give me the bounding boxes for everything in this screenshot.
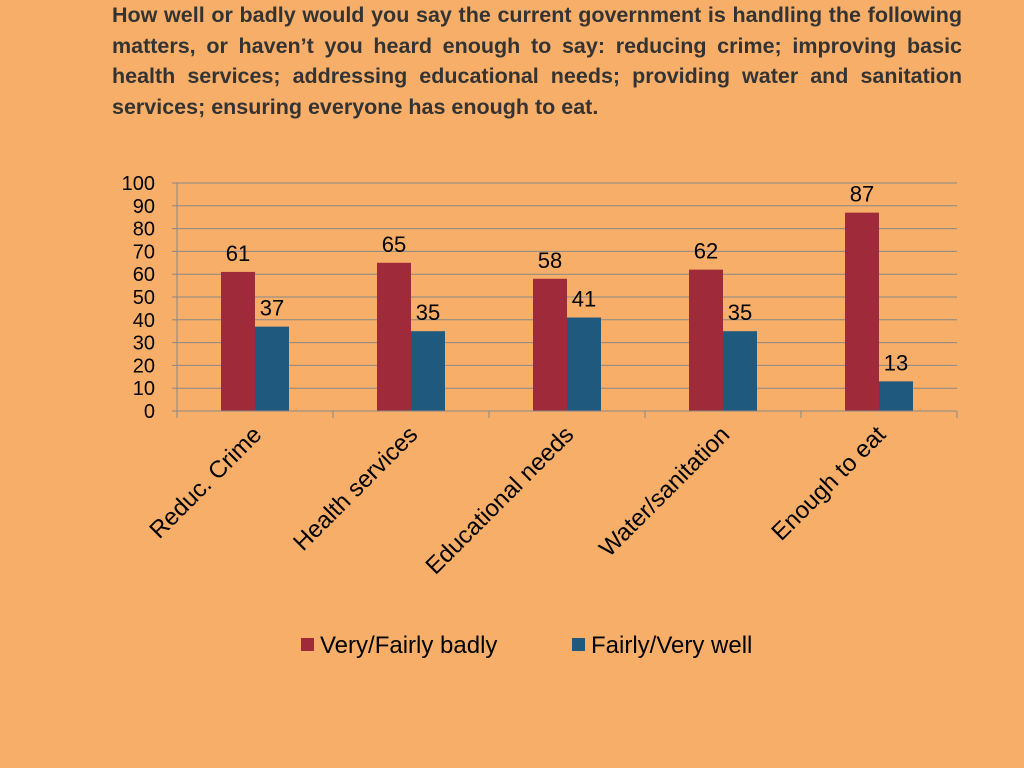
data-label: 65 bbox=[382, 232, 406, 257]
data-label: 35 bbox=[416, 300, 440, 325]
bar bbox=[411, 331, 445, 411]
y-tick-label: 20 bbox=[133, 355, 155, 377]
data-label: 58 bbox=[538, 248, 562, 273]
y-tick-label: 30 bbox=[133, 333, 155, 355]
data-label: 37 bbox=[260, 296, 284, 321]
legend-swatch bbox=[572, 638, 585, 651]
data-label: 13 bbox=[884, 350, 908, 375]
bar bbox=[879, 381, 913, 411]
bars bbox=[221, 212, 913, 411]
bar bbox=[723, 331, 757, 411]
x-category-label: Water/sanitation bbox=[594, 421, 735, 562]
data-labels: 61 65 58 62 87 37 35 41 35 13 bbox=[226, 182, 908, 376]
bar bbox=[255, 326, 289, 411]
legend-swatch bbox=[301, 638, 314, 651]
y-tick-label: 70 bbox=[133, 241, 155, 263]
y-tick-label: 60 bbox=[133, 264, 155, 286]
data-label: 87 bbox=[850, 182, 874, 207]
y-tick-label: 90 bbox=[133, 196, 155, 218]
y-tick-label: 0 bbox=[144, 401, 155, 423]
bar bbox=[377, 262, 411, 411]
y-tick-label: 10 bbox=[133, 378, 155, 400]
legend-label: Fairly/Very well bbox=[591, 632, 752, 659]
bar bbox=[689, 269, 723, 411]
y-tick-label: 80 bbox=[133, 219, 155, 241]
x-axis bbox=[176, 183, 958, 418]
x-category-label: Reduc. Crime bbox=[144, 421, 267, 544]
question-text: How well or badly would you say the curr… bbox=[112, 3, 962, 119]
bar bbox=[221, 271, 255, 411]
data-label: 41 bbox=[572, 287, 596, 312]
y-tick-label: 100 bbox=[122, 173, 155, 195]
x-category-label: Educational needs bbox=[421, 421, 580, 580]
bar bbox=[845, 212, 879, 411]
bar bbox=[567, 317, 601, 411]
y-tick-label: 50 bbox=[133, 287, 155, 309]
y-tick-label: 40 bbox=[133, 310, 155, 332]
legend: Very/Fairly badly Fairly/Very well bbox=[301, 632, 752, 659]
data-label: 62 bbox=[694, 239, 718, 264]
bar bbox=[533, 278, 567, 411]
data-label: 61 bbox=[226, 241, 250, 266]
legend-label: Very/Fairly badly bbox=[320, 632, 497, 659]
data-label: 35 bbox=[728, 300, 752, 325]
x-category-label: Enough to eat bbox=[766, 421, 891, 546]
x-category-label: Health services bbox=[288, 421, 423, 556]
